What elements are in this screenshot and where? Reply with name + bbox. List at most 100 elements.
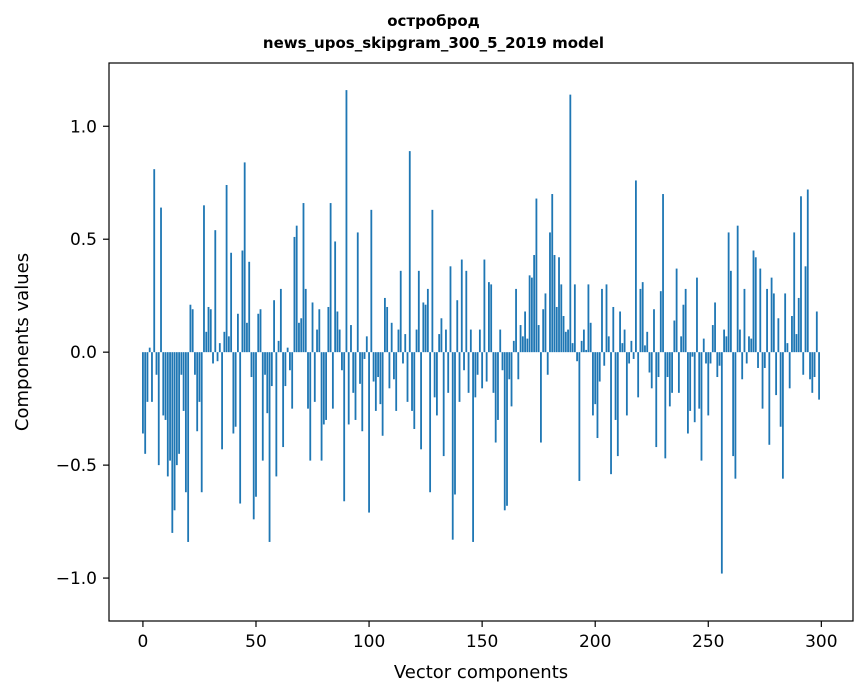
bar-73 xyxy=(307,352,309,409)
bar-250 xyxy=(707,352,710,416)
bar-271 xyxy=(754,257,757,353)
bar-236 xyxy=(675,268,678,353)
bar-228 xyxy=(657,352,660,378)
bar-285 xyxy=(786,343,789,353)
bar-44 xyxy=(241,250,244,353)
bar-14 xyxy=(173,352,176,511)
bar-208 xyxy=(612,306,615,353)
bar-99 xyxy=(365,336,368,353)
bar-224 xyxy=(648,352,651,373)
x-tick-label: 300 xyxy=(805,632,837,652)
bar-267 xyxy=(745,352,748,364)
bar-299 xyxy=(818,352,820,400)
bar-288 xyxy=(793,232,796,353)
bar-163 xyxy=(510,352,513,407)
bar-229 xyxy=(659,291,662,353)
bar-154 xyxy=(490,284,493,353)
bar-221 xyxy=(641,282,644,353)
bar-199 xyxy=(592,352,594,416)
chart-title-line-2: news_upos_skipgram_300_5_2019 model xyxy=(262,34,605,52)
bar-109 xyxy=(388,352,391,389)
bar-286 xyxy=(788,352,791,389)
bar-170 xyxy=(526,338,529,353)
bar-71 xyxy=(302,203,305,353)
bar-213 xyxy=(623,329,626,353)
bar-69 xyxy=(298,322,300,353)
bar-8 xyxy=(160,207,162,353)
bar-20 xyxy=(187,352,190,542)
bar-129 xyxy=(433,352,436,398)
bar-190 xyxy=(571,343,574,353)
bar-77 xyxy=(316,329,318,353)
bar-59 xyxy=(275,352,278,477)
bar-32 xyxy=(214,230,217,353)
bar-88 xyxy=(341,352,343,371)
bar-275 xyxy=(763,352,766,368)
x-tick-label: 200 xyxy=(579,632,611,652)
bar-122 xyxy=(417,270,420,353)
bar-22 xyxy=(191,309,194,353)
bar-78 xyxy=(318,309,321,353)
bar-196 xyxy=(585,349,588,353)
bar-121 xyxy=(415,329,418,353)
bar-266 xyxy=(743,288,746,353)
bar-198 xyxy=(589,322,592,353)
bar-39 xyxy=(230,252,233,353)
bar-212 xyxy=(621,343,624,353)
bar-255 xyxy=(718,352,721,366)
bar-188 xyxy=(567,329,569,353)
x-axis-label: Vector components xyxy=(394,662,568,683)
bar-195 xyxy=(582,329,585,353)
bar-136 xyxy=(449,266,452,353)
bar-105 xyxy=(379,352,382,405)
bar-233 xyxy=(668,352,671,407)
bar-75 xyxy=(311,302,314,353)
bar-63 xyxy=(284,352,287,387)
bar-292 xyxy=(802,352,805,375)
bar-118 xyxy=(408,151,411,353)
bar-64 xyxy=(286,347,289,353)
bar-130 xyxy=(436,352,438,416)
bar-158 xyxy=(499,329,502,353)
bar-7 xyxy=(157,352,160,466)
bar-220 xyxy=(639,288,642,353)
bar-214 xyxy=(625,352,628,416)
bar-239 xyxy=(682,304,685,353)
bar-81 xyxy=(325,352,327,420)
bar-185 xyxy=(560,284,563,353)
bar-13 xyxy=(171,352,174,533)
bar-217 xyxy=(632,352,635,359)
bar-72 xyxy=(304,288,307,353)
bar-137 xyxy=(451,352,454,540)
bar-34 xyxy=(218,343,221,353)
bar-95 xyxy=(356,232,359,353)
bar-242 xyxy=(689,352,692,411)
bar-38 xyxy=(227,336,230,353)
bar-17 xyxy=(180,352,183,375)
bar-80 xyxy=(322,352,325,425)
bar-46 xyxy=(246,322,248,353)
bar-235 xyxy=(673,320,676,353)
bar-249 xyxy=(705,352,707,364)
bar-186 xyxy=(562,316,565,353)
bar-272 xyxy=(757,352,759,368)
bar-2 xyxy=(146,352,149,402)
bar-108 xyxy=(386,306,389,353)
bar-223 xyxy=(646,331,649,353)
bar-159 xyxy=(501,352,504,371)
bar-193 xyxy=(578,352,581,481)
bar-168 xyxy=(521,336,524,353)
bar-76 xyxy=(313,352,316,402)
bar-62 xyxy=(282,352,285,448)
bar-1 xyxy=(144,352,147,454)
bar-160 xyxy=(503,352,506,511)
bar-201 xyxy=(596,352,599,439)
bar-232 xyxy=(666,352,669,378)
bars-group xyxy=(142,90,820,574)
bar-103 xyxy=(374,352,377,411)
bar-218 xyxy=(635,180,637,353)
bar-87 xyxy=(338,329,341,353)
bar-146 xyxy=(472,352,474,542)
y-tick-label: 0.5 xyxy=(70,230,97,250)
